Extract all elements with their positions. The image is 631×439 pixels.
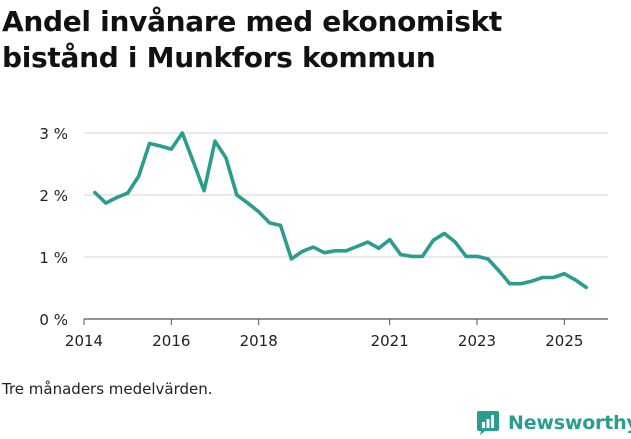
data-point xyxy=(442,231,446,236)
data-point xyxy=(147,141,152,146)
chart-title: Andel invånare med ekonomiskt bistånd i … xyxy=(2,5,503,74)
data-point xyxy=(420,254,425,258)
line-chart: 0 % 1 % 2 % 3 % 2014 2016 2018 2021 2023 2025 xyxy=(39,125,608,350)
data-point xyxy=(267,221,272,225)
x-tick-label: 2025 xyxy=(545,332,583,350)
data-point xyxy=(388,238,392,242)
data-point xyxy=(431,238,435,242)
y-tick-label: 3 % xyxy=(39,125,68,143)
data-point xyxy=(464,254,468,258)
y-tick-label: 2 % xyxy=(39,187,68,205)
chart-footnote: Tre månaders medelvärden. xyxy=(2,380,213,398)
data-point xyxy=(126,191,130,195)
data-point xyxy=(409,254,414,258)
data-point xyxy=(573,278,577,282)
bar-chart-icon xyxy=(477,411,499,435)
data-point xyxy=(202,189,206,193)
data-point xyxy=(562,272,566,276)
data-point xyxy=(213,139,217,143)
data-point xyxy=(475,254,479,258)
data-point xyxy=(366,240,370,244)
data-point xyxy=(257,210,261,214)
data-point xyxy=(519,282,523,286)
data-point xyxy=(311,245,315,249)
data-point xyxy=(322,251,326,255)
data-point xyxy=(191,159,195,164)
data-point xyxy=(169,147,173,151)
gridlines xyxy=(84,132,608,320)
x-axis: 2014 2016 2018 2021 2023 2025 xyxy=(65,319,583,350)
series-line xyxy=(93,131,589,290)
data-point xyxy=(93,190,97,195)
data-point xyxy=(551,275,556,280)
y-tick-label: 0 % xyxy=(39,311,68,329)
data-point xyxy=(115,195,119,200)
x-tick-label: 2014 xyxy=(65,332,103,350)
data-point xyxy=(300,249,304,254)
data-point xyxy=(355,244,359,249)
data-point xyxy=(158,144,163,148)
x-tick-label: 2023 xyxy=(458,332,496,350)
data-point xyxy=(508,282,512,286)
data-point xyxy=(235,193,239,197)
y-axis-ticks: 0 % 1 % 2 % 3 % xyxy=(39,125,68,329)
x-tick-label: 2018 xyxy=(240,332,278,350)
data-point xyxy=(224,156,228,160)
data-point xyxy=(246,201,250,205)
data-point xyxy=(180,131,184,135)
series-lines xyxy=(93,131,589,290)
newsworthy-logo[interactable]: Newsworthy xyxy=(476,408,631,438)
data-point xyxy=(136,174,141,178)
data-point xyxy=(486,257,490,261)
data-point xyxy=(540,275,545,280)
data-point xyxy=(289,257,294,261)
data-point xyxy=(344,249,348,253)
x-tick-label: 2021 xyxy=(371,332,409,350)
brand-name: Newsworthy xyxy=(508,412,631,434)
data-point xyxy=(377,246,381,250)
data-point xyxy=(333,249,337,253)
data-point xyxy=(453,240,457,244)
data-point xyxy=(398,252,403,257)
data-point xyxy=(278,223,283,227)
x-tick-label: 2016 xyxy=(152,332,190,350)
data-point xyxy=(529,279,534,283)
data-point xyxy=(584,285,588,289)
y-tick-label: 1 % xyxy=(39,249,68,267)
data-point xyxy=(104,201,108,205)
data-point xyxy=(497,269,501,273)
